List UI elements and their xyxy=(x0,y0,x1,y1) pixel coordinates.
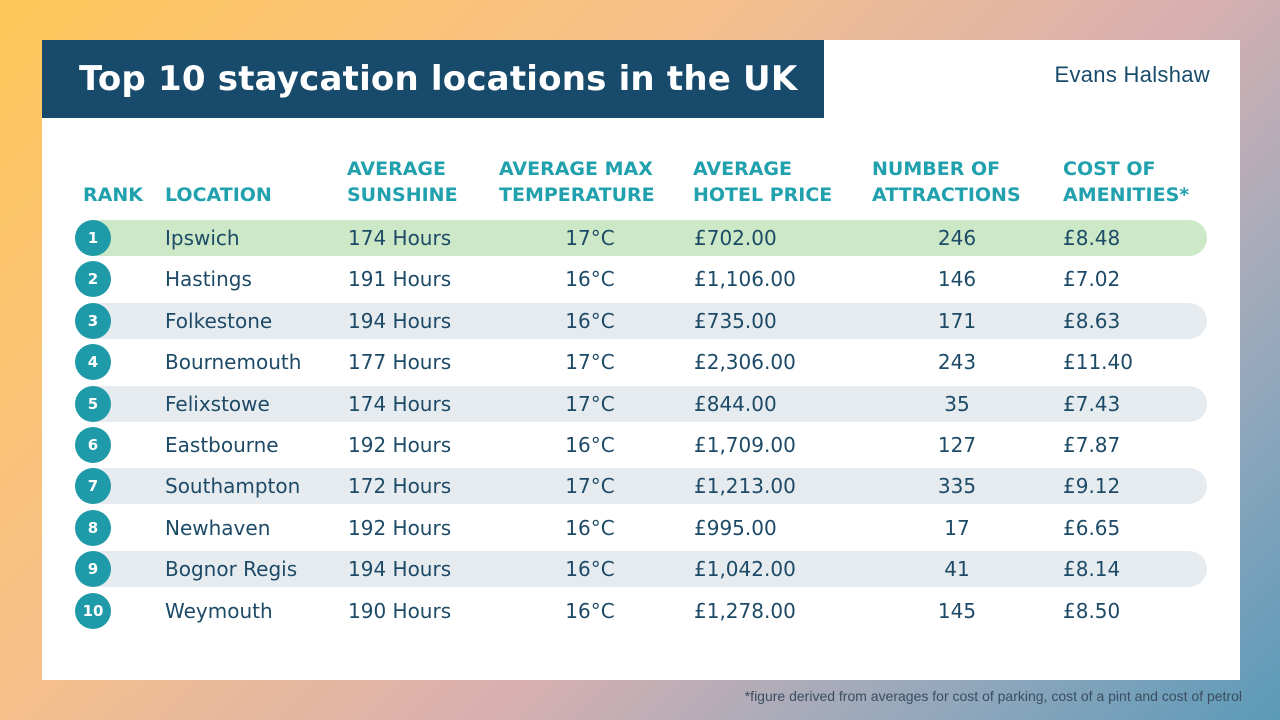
cell-location: Ipswich xyxy=(165,226,240,250)
cell-temperature: 16°C xyxy=(565,515,615,540)
cell-attractions: 243 xyxy=(937,350,977,375)
cell-temperature: 17°C xyxy=(565,474,615,499)
cell-amenities: £7.02 xyxy=(1063,267,1121,292)
cell-hotel-price: £1,709.00 xyxy=(694,433,796,457)
cell-location: Newhaven xyxy=(165,515,271,540)
brand-logo-text: Evans Halshaw xyxy=(1054,62,1210,87)
cell-hotel-price: £735.00 xyxy=(694,308,777,333)
cell-attractions: 41 xyxy=(944,557,970,582)
cell-sunshine: 192 Hours xyxy=(348,515,452,540)
cell-hotel-price: £2,306.00 xyxy=(694,350,796,375)
cell-location: Bournemouth xyxy=(165,350,302,375)
cell-hotel-price: £1,278.00 xyxy=(694,598,796,623)
cell-attractions: 35 xyxy=(944,391,970,416)
title-banner: Top 10 staycation locations in the UK xyxy=(42,40,824,118)
table-row: 4 Bournemouth 177 Hours 17°C £2,306.00 243 £11… xyxy=(75,344,1207,381)
cell-temperature: 17°C xyxy=(565,226,615,250)
cell-hotel-price: £1,106.00 xyxy=(694,267,796,292)
cell-temperature: 17°C xyxy=(565,350,615,375)
rank-badge: 4 xyxy=(75,344,111,381)
cell-attractions: 17 xyxy=(944,515,970,540)
table-row: 8 Newhaven 192 Hours 16°C £995.00 17 £6.65 xyxy=(75,509,1207,546)
cell-attractions: 145 xyxy=(937,598,977,623)
cell-amenities: £8.14 xyxy=(1063,557,1121,582)
rank-badge: 10 xyxy=(75,592,111,629)
row-band xyxy=(75,551,1207,588)
cell-amenities: £8.50 xyxy=(1063,598,1121,623)
cell-sunshine: 174 Hours xyxy=(348,391,452,416)
cell-sunshine: 190 Hours xyxy=(348,598,452,623)
cell-hotel-price: £1,042.00 xyxy=(694,557,796,582)
cell-temperature: 16°C xyxy=(565,557,615,582)
table-row: 3 Folkestone 194 Hours 16°C £735.00 171 £8.63 xyxy=(75,302,1207,339)
header-sunshine: AVERAGE SUNSHINE xyxy=(347,158,458,206)
cell-attractions: 146 xyxy=(937,267,977,292)
cell-hotel-price: £995.00 xyxy=(694,515,777,540)
footnote: *figure derived from averages for cost o… xyxy=(744,688,1242,704)
cell-sunshine: 194 Hours xyxy=(348,557,452,582)
rank-badge: 3 xyxy=(75,302,111,339)
table-row: 9 Bognor Regis 194 Hours 16°C £1,042.00 41 £8.… xyxy=(75,551,1207,588)
cell-hotel-price: £1,213.00 xyxy=(694,474,796,499)
cell-hotel-price: £844.00 xyxy=(694,391,777,416)
highlight-band xyxy=(75,220,1207,256)
rank-badge: 6 xyxy=(75,427,111,463)
cell-location: Eastbourne xyxy=(165,433,279,457)
row-band xyxy=(75,468,1207,505)
table-row: 6 Eastbourne 192 Hours 16°C £1,709.00 127 £7.8… xyxy=(75,427,1207,463)
table-row: 10 Weymouth 190 Hours 16°C £1,278.00 145 £8.50 xyxy=(75,592,1207,629)
table-row: 1 Ipswich 174 Hours 17°C £702.00 246 £8.48 xyxy=(75,220,1207,256)
cell-location: Felixstowe xyxy=(165,391,270,416)
cell-attractions: 171 xyxy=(937,308,977,333)
cell-temperature: 16°C xyxy=(565,308,615,333)
cell-location: Bognor Regis xyxy=(165,557,298,582)
cell-sunshine: 194 Hours xyxy=(348,308,452,333)
rank-badge: 7 xyxy=(75,468,111,505)
cell-amenities: £7.87 xyxy=(1063,433,1121,457)
table-row: 7 Southampton 172 Hours 17°C £1,213.00 335 £9.… xyxy=(75,468,1207,505)
cell-temperature: 17°C xyxy=(565,391,615,416)
rank-badge: 8 xyxy=(75,509,111,546)
cell-sunshine: 191 Hours xyxy=(348,267,452,292)
cell-location: Weymouth xyxy=(165,598,273,623)
header-temperature: AVERAGE MAX TEMPERATURE xyxy=(499,158,655,206)
rank-badge: 9 xyxy=(75,551,111,588)
cell-amenities: £9.12 xyxy=(1063,474,1121,499)
table-row: 5 Felixstowe 174 Hours 17°C £844.00 35 £7.43 xyxy=(75,385,1207,422)
table-row: 2 Hastings 191 Hours 16°C £1,106.00 146 £7.02 xyxy=(75,261,1207,298)
cell-amenities: £7.43 xyxy=(1063,391,1121,416)
header-location: LOCATION xyxy=(165,184,272,206)
cell-location: Folkestone xyxy=(165,308,273,333)
row-band xyxy=(75,302,1207,339)
infographic-card: Top 10 staycation locations in the UK Ev… xyxy=(42,40,1240,680)
cell-attractions: 127 xyxy=(937,433,977,457)
header-hotel-price: AVERAGE HOTEL PRICE xyxy=(693,158,833,206)
cell-amenities: £11.40 xyxy=(1063,350,1133,375)
cell-location: Hastings xyxy=(165,267,252,292)
rank-badge: 5 xyxy=(75,385,111,422)
cell-attractions: 335 xyxy=(937,474,977,499)
cell-attractions: 246 xyxy=(937,226,977,250)
header-attractions: NUMBER OF ATTRACTIONS xyxy=(872,158,1021,206)
cell-sunshine: 174 Hours xyxy=(348,226,452,250)
cell-temperature: 16°C xyxy=(565,267,615,292)
cell-temperature: 16°C xyxy=(565,433,615,457)
cell-location: Southampton xyxy=(165,474,301,499)
row-band xyxy=(75,385,1207,422)
cell-amenities: £6.65 xyxy=(1063,515,1121,540)
cell-sunshine: 192 Hours xyxy=(348,433,452,457)
rank-badge: 2 xyxy=(75,261,111,298)
header-amenities: COST OF AMENITIES* xyxy=(1063,158,1190,206)
cell-sunshine: 177 Hours xyxy=(348,350,452,375)
cell-temperature: 16°C xyxy=(565,598,615,623)
cell-hotel-price: £702.00 xyxy=(694,226,777,250)
rank-badge: 1 xyxy=(75,220,111,256)
cell-sunshine: 172 Hours xyxy=(348,474,452,499)
cell-amenities: £8.48 xyxy=(1063,226,1121,250)
cell-amenities: £8.63 xyxy=(1063,308,1121,333)
header-rank: RANK xyxy=(83,184,143,206)
page-title: Top 10 staycation locations in the UK xyxy=(79,59,798,99)
